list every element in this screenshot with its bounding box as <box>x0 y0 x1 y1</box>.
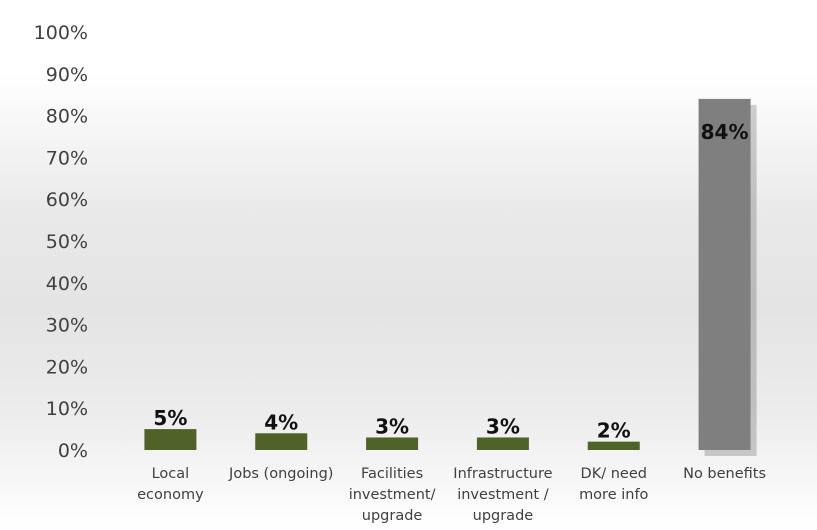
x-category-label: Infrastructure investment / upgrade <box>453 466 552 524</box>
data-labels: 5% 4% 3% 3% 2% 84% <box>153 120 748 443</box>
y-tick-label: 0% <box>58 440 88 462</box>
x-axis: Local economy Jobs (ongoing) Facilities inve… <box>137 466 766 524</box>
y-tick-label: 60% <box>46 189 88 211</box>
y-tick-label: 90% <box>46 64 88 86</box>
x-category-label: Jobs (ongoing) <box>228 466 333 482</box>
bar <box>477 437 529 450</box>
y-tick-label: 50% <box>46 231 88 253</box>
y-tick-label: 20% <box>46 356 88 378</box>
y-tick-label: 100% <box>34 22 88 44</box>
x-category-label: DK/ need more info <box>579 466 648 503</box>
bar <box>255 433 307 450</box>
data-label: 5% <box>153 406 187 430</box>
y-tick-label: 30% <box>46 315 88 337</box>
y-tick-label: 10% <box>46 398 88 420</box>
y-tick-label: 70% <box>46 147 88 169</box>
x-category-label: Facilities investment/upgrade <box>349 466 436 524</box>
x-category-label: No benefits <box>683 466 766 482</box>
y-axis: 0% 10% 20% 30% 40% 50% 60% 70% 80% 90% 100% <box>34 22 88 462</box>
data-label: 3% <box>375 414 409 438</box>
data-label: 4% <box>264 410 298 434</box>
bar <box>144 429 196 450</box>
bar <box>699 99 751 450</box>
bars <box>144 99 756 456</box>
data-label: 2% <box>597 419 631 443</box>
y-tick-label: 40% <box>46 273 88 295</box>
data-label: 3% <box>486 414 520 438</box>
x-category-label: Local economy <box>137 466 204 503</box>
bar <box>366 437 418 450</box>
data-label: 84% <box>701 120 749 144</box>
bar <box>588 442 640 450</box>
y-tick-label: 80% <box>46 106 88 128</box>
